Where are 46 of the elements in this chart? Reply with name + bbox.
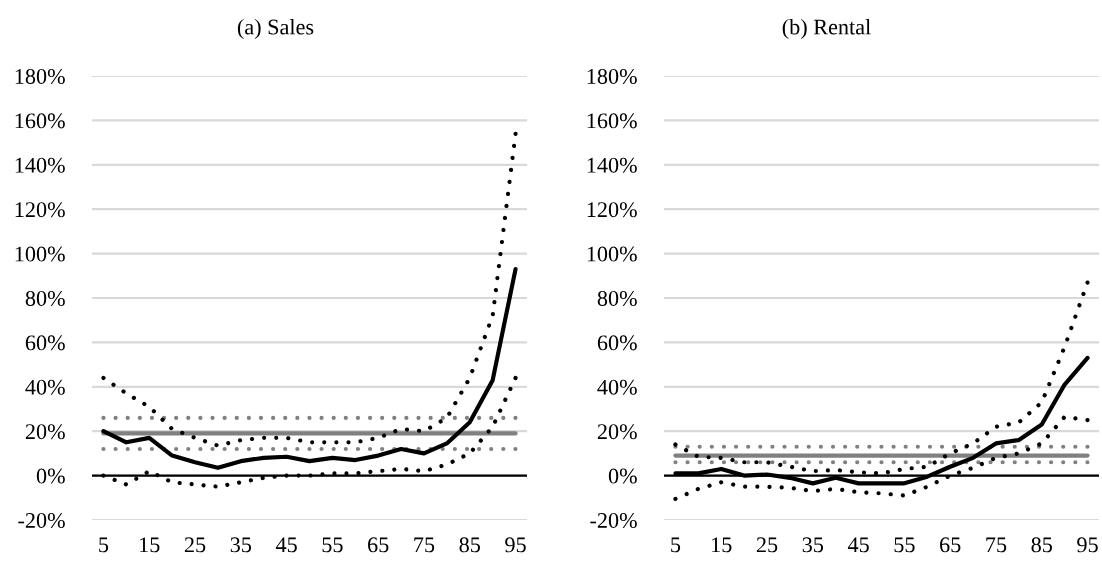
x-tick-label: 95 [1077,537,1098,553]
y-tick-label: 60% [597,335,637,351]
x-tick-label: 45 [847,537,869,553]
y-tick-label: 140% [15,157,65,173]
y-tick-label: 40% [25,379,65,395]
x-tick-label: 15 [140,537,160,553]
line-series [101,131,518,448]
x-tick-label: 45 [275,537,297,553]
y-tick-label: 60% [25,335,65,351]
x-tick-label: 25 [756,537,778,553]
x-tick-label: 15 [712,537,732,553]
x-tick-label: 5 [99,537,109,553]
y-tick-label: 80% [597,290,637,306]
y-tick-label: 40% [597,379,637,395]
x-tick-label: 65 [940,537,961,553]
x-tick-label: 75 [986,537,1007,553]
x-tick-label: 55 [894,537,915,553]
y-tick-label: 0% [36,468,65,484]
y-tick-label: 20% [597,424,637,440]
y-tick-label: 160% [587,113,637,129]
x-tick-label: 85 [459,537,481,553]
y-tick-label: 0% [608,468,637,484]
chart-title: (a) Sales [237,18,314,40]
x-tick-label: 95 [505,537,526,553]
y-tick-label: 80% [25,290,65,306]
y-tick-label: 160% [15,113,65,129]
x-tick-label: 55 [322,537,343,553]
x-tick-label: 85 [1031,537,1053,553]
line-series [101,267,518,470]
x-tick-label: 35 [230,537,252,553]
y-tick-label: 180% [587,68,637,84]
y-tick-label: 120% [587,202,637,218]
x-tick-label: 35 [802,537,824,553]
y-tick-label: -20% [18,512,65,528]
x-tick-label: 65 [368,537,389,553]
y-tick-label: 120% [15,202,65,218]
y-tick-label: 180% [15,68,65,84]
y-tick-label: -20% [590,512,637,528]
x-tick-label: 25 [184,537,206,553]
y-tick-label: 100% [15,246,65,262]
x-tick-label: 75 [414,537,435,553]
x-tick-label: 5 [671,537,681,553]
chart-title: (b) Rental [782,18,871,40]
y-tick-label: 140% [587,157,637,173]
y-tick-label: 100% [587,246,637,262]
y-tick-label: 20% [25,424,65,440]
